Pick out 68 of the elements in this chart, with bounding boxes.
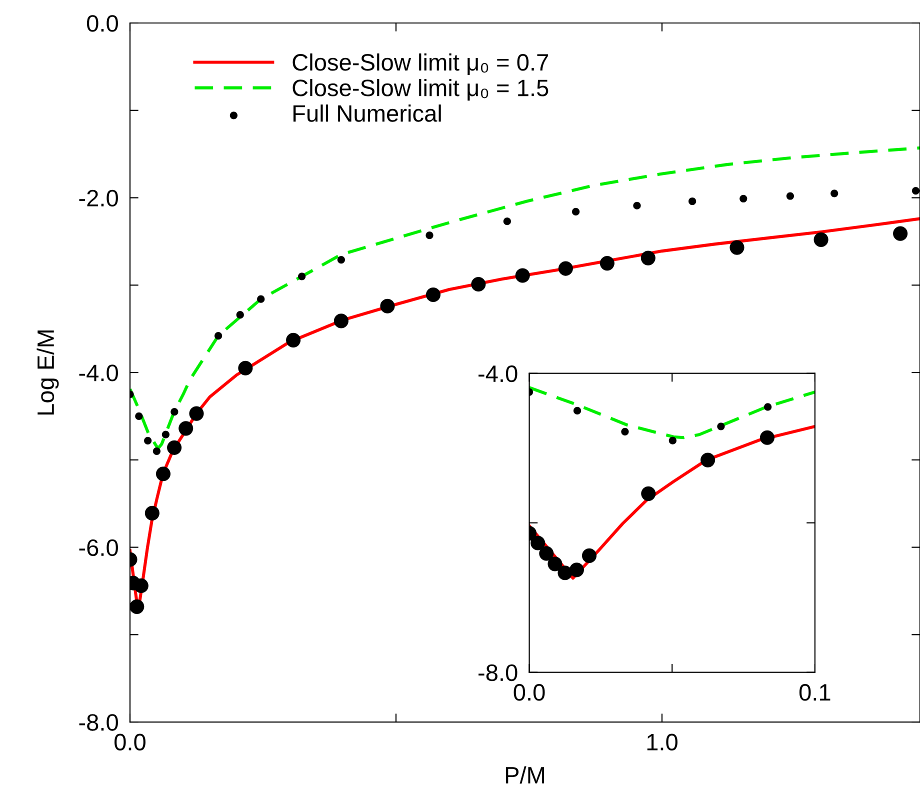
point	[238, 360, 253, 376]
legend-label: Full Numerical	[293, 104, 441, 122]
y-tick-label: -8.0	[79, 714, 118, 731]
point	[515, 268, 530, 283]
point	[621, 428, 629, 436]
point	[573, 406, 582, 415]
point	[178, 421, 194, 436]
point	[641, 486, 656, 501]
x-axis-title: P/M	[506, 766, 544, 784]
point	[426, 232, 434, 240]
line-series	[529, 424, 815, 580]
point	[170, 408, 178, 416]
point	[688, 197, 696, 206]
y-axis-title: Log E/M	[36, 330, 59, 415]
point	[530, 536, 546, 550]
point	[286, 332, 301, 348]
point	[426, 287, 441, 302]
point	[600, 256, 614, 271]
point	[740, 194, 748, 202]
point	[380, 298, 395, 314]
point	[760, 430, 775, 445]
point	[814, 232, 828, 247]
point	[298, 272, 306, 280]
y-tick-label: -2.0	[79, 190, 118, 207]
x-tick-label: 1.0	[647, 734, 678, 750]
point	[569, 562, 584, 578]
point	[717, 422, 725, 430]
point	[134, 578, 148, 593]
point	[503, 218, 511, 226]
point	[558, 261, 573, 276]
point	[548, 556, 562, 572]
point	[633, 202, 641, 210]
point	[730, 240, 744, 255]
point	[640, 250, 656, 266]
point	[912, 186, 920, 195]
y-tick-label: 0.0	[86, 15, 118, 32]
point	[236, 311, 244, 319]
point	[214, 332, 222, 340]
point	[167, 440, 182, 455]
point	[764, 403, 772, 411]
point	[700, 452, 716, 468]
y-tick-label: -4.0	[478, 365, 518, 382]
point	[572, 208, 580, 216]
point	[558, 566, 572, 580]
point	[539, 546, 554, 561]
point	[334, 314, 348, 328]
y-tick-label: -8.0	[478, 664, 518, 682]
point	[582, 548, 597, 563]
y-tick-label: -4.0	[79, 364, 118, 382]
legend-label: Close-Slow limit μ₀ = 1.5	[292, 78, 548, 101]
point	[130, 599, 144, 614]
point	[668, 436, 676, 444]
point	[786, 192, 794, 200]
point	[189, 406, 204, 421]
point	[144, 506, 160, 520]
legend-label: Close-Slow limit μ₀ = 0.7	[292, 53, 548, 76]
point	[257, 295, 265, 303]
x-tick-label: 0.1	[799, 684, 830, 701]
point	[162, 430, 170, 438]
point	[337, 256, 345, 264]
point	[830, 190, 838, 198]
point	[144, 436, 152, 444]
point	[893, 226, 908, 241]
point	[156, 466, 171, 482]
point	[471, 276, 486, 292]
point	[135, 412, 143, 420]
point	[152, 447, 161, 455]
y-tick-label: -6.0	[79, 539, 118, 556]
